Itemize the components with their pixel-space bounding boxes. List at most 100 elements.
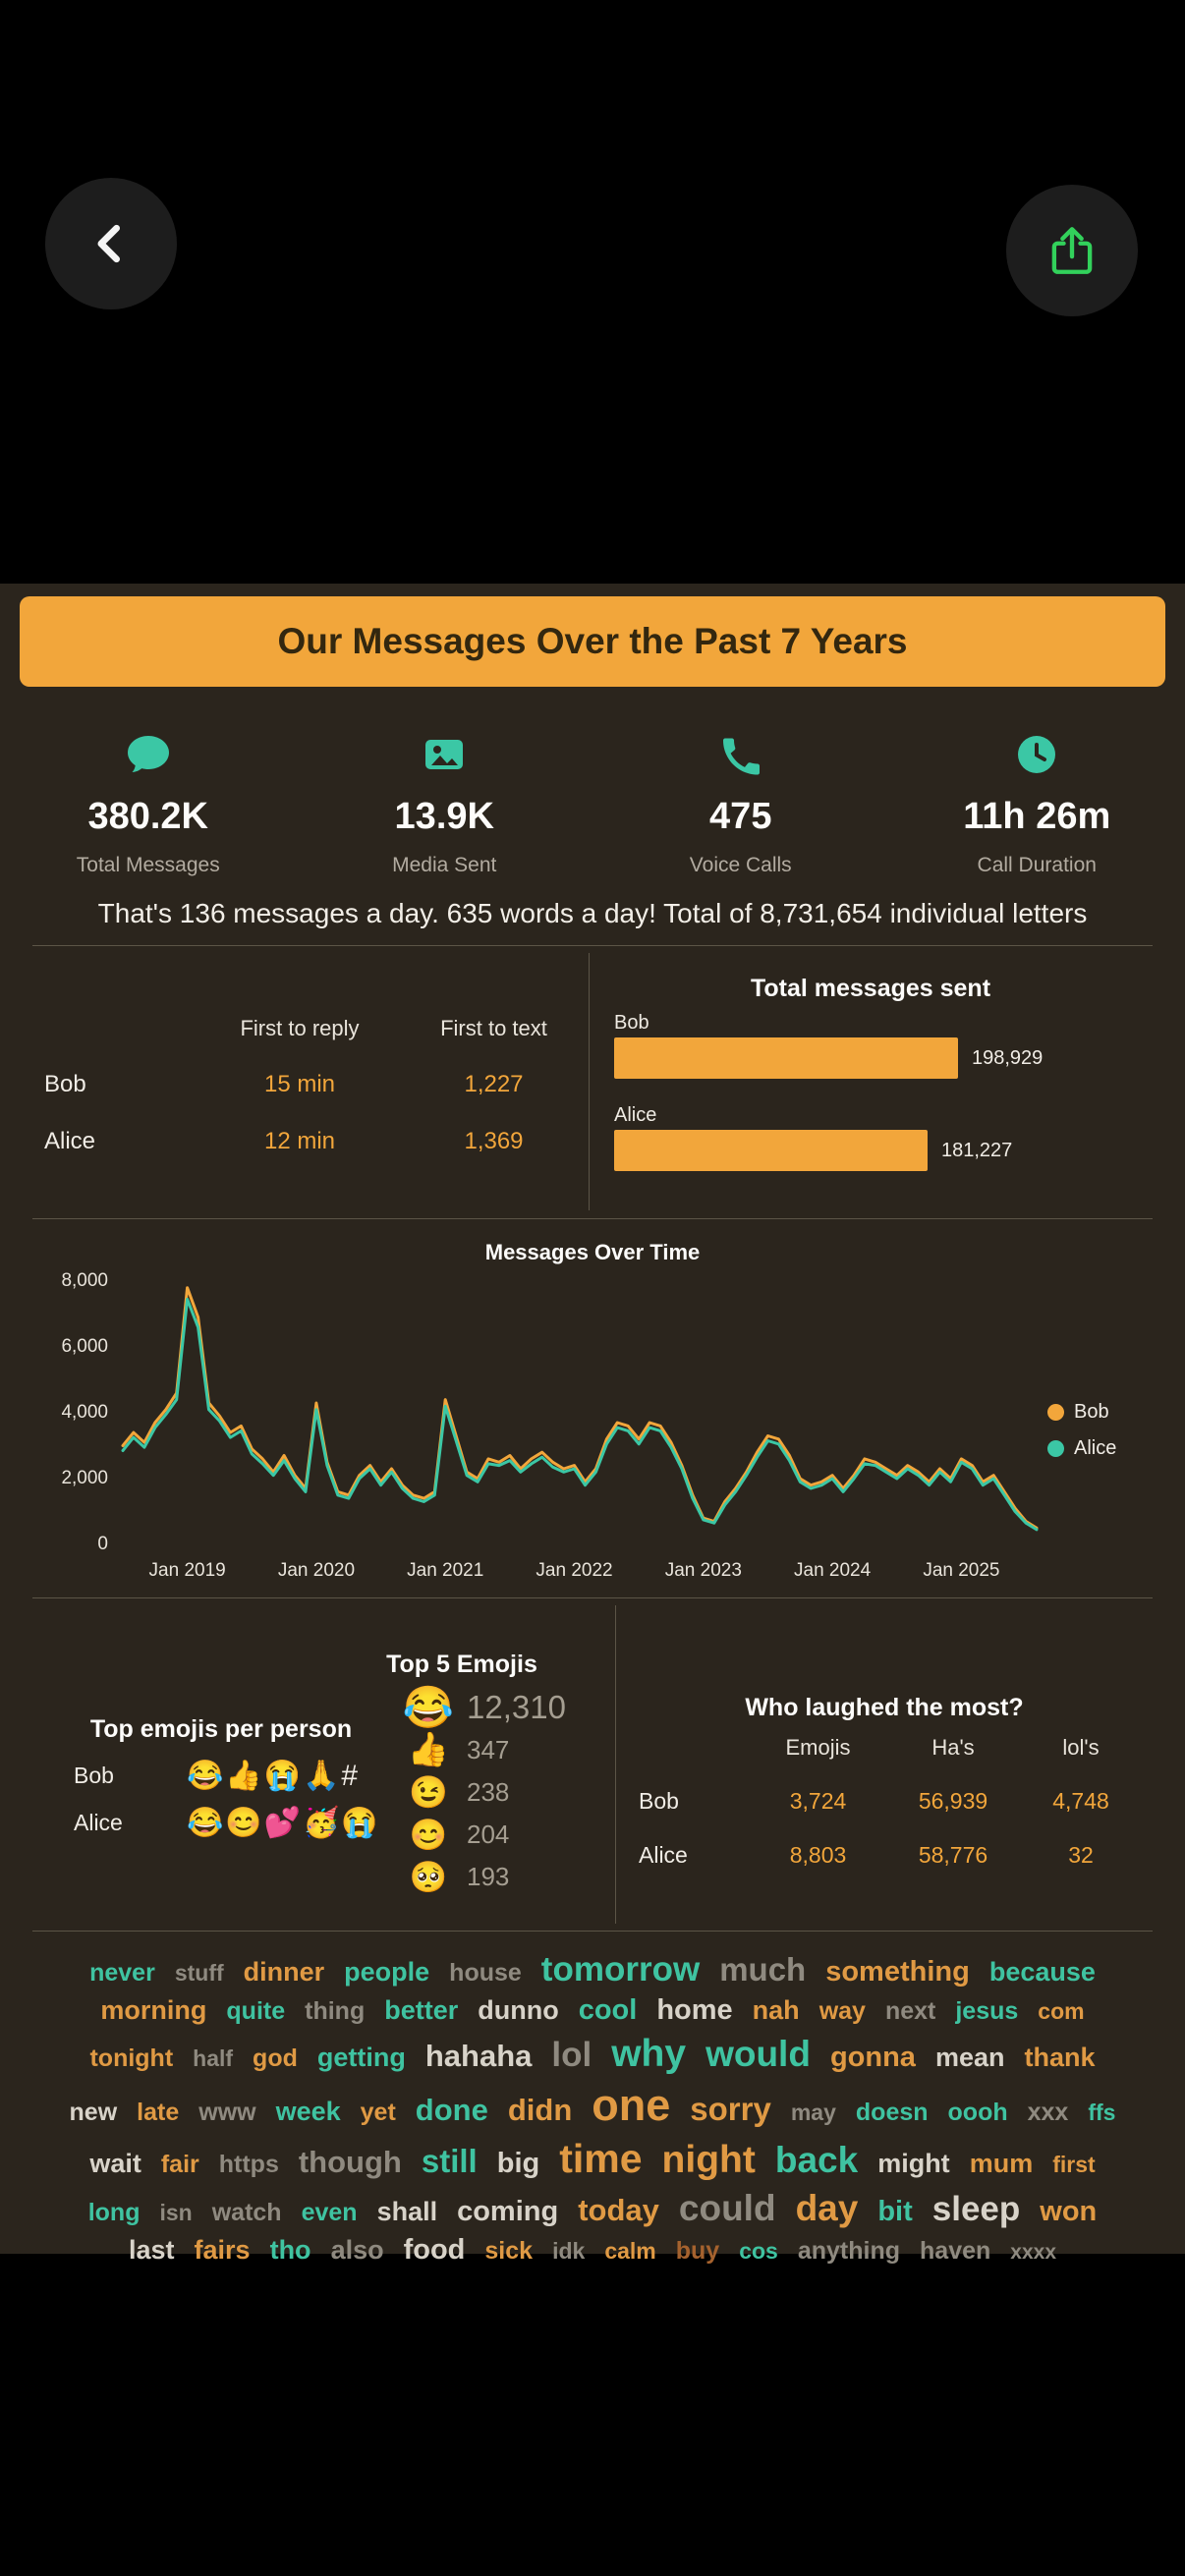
first-to-reply-value: 15 min (263, 1071, 336, 1097)
cloud-word: ffs (1088, 2100, 1116, 2126)
bar-person-name: Bob (614, 1012, 649, 1034)
cloud-word: coming (457, 2195, 559, 2227)
emoji-count: 347 (467, 1734, 510, 1764)
cloud-word: better (384, 1995, 459, 2026)
person-name: Bob (639, 1788, 679, 1814)
cloud-word: morning (100, 1995, 207, 2026)
cloud-word: cool (578, 1994, 638, 2027)
top5-emojis-title: Top 5 Emojis (386, 1651, 537, 1678)
cloud-word: idk (552, 2238, 586, 2265)
x-tick-label: Jan 2019 (148, 1560, 226, 1581)
messages-over-time-chart (121, 1286, 1039, 1532)
emoji-count: 12,310 (467, 1689, 566, 1725)
first-to-text-value: 1,369 (464, 1128, 524, 1154)
series-line-alice (121, 1297, 1039, 1532)
per-person-emojis-title: Top emojis per person (89, 1715, 353, 1743)
cloud-word: time (559, 2135, 643, 2181)
column-header: Emojis (785, 1735, 851, 1760)
emoji: 🥺 (409, 1859, 448, 1894)
cloud-word: one (592, 2080, 671, 2131)
bar-person-name: Alice (614, 1104, 657, 1126)
cloud-word: mean (934, 2042, 1005, 2072)
cloud-word: fairs (194, 2235, 251, 2266)
cloud-word: even (301, 2198, 358, 2226)
report-title: Our Messages Over the Past 7 Years (277, 621, 908, 661)
bar-row: 181,227 (614, 1130, 1012, 1171)
cloud-word: way (818, 1997, 866, 2026)
x-tick-label: Jan 2025 (923, 1560, 1000, 1581)
share-icon (1051, 227, 1093, 274)
cloud-word: today (578, 2192, 659, 2227)
cloud-word: food (403, 2234, 466, 2267)
stat-media-sent: 13.9K Media Sent (297, 731, 593, 877)
total-sent-bar (614, 1037, 958, 1079)
back-button[interactable] (45, 178, 177, 309)
top5-row: 👍 347 (398, 1730, 566, 1769)
stat-value: 380.2K (87, 796, 209, 837)
cloud-word: oooh (947, 2099, 1008, 2127)
person-name: Alice (44, 1128, 96, 1154)
cloud-word: lol (551, 2035, 592, 2074)
cloud-word: could (678, 2187, 776, 2228)
x-tick-label: Jan 2024 (794, 1560, 872, 1581)
x-tick-label: Jan 2021 (407, 1560, 484, 1581)
cloud-word: much (719, 1951, 807, 1988)
emoji: 😂 (402, 1683, 455, 1730)
cloud-word: day (795, 2187, 859, 2228)
laughed-title: Who laughed the most? (745, 1694, 1024, 1721)
cloud-word: dunno (478, 1995, 559, 2026)
emojis-count: 8,803 (789, 1842, 847, 1868)
cloud-word: jesus (955, 1997, 1019, 2026)
stat-value: 11h 26m (963, 796, 1111, 837)
share-button[interactable] (1006, 185, 1138, 316)
x-tick-label: Jan 2020 (277, 1560, 356, 1581)
cloud-word: god (253, 2044, 298, 2072)
emoji-list: 😂😊💕🥳😭 (187, 1807, 380, 1839)
top5-row: 😉 238 (398, 1772, 566, 1812)
person-name: Bob (74, 1763, 114, 1788)
divider (32, 1931, 1153, 1932)
reply-table: First to reply First to text Bob 15 min … (44, 1016, 580, 1155)
stats-row: 380.2K Total Messages 13.9K Media Sent 4… (0, 731, 1185, 877)
column-header: Ha's (931, 1735, 975, 1760)
total-sent-title: Total messages sent (750, 975, 991, 1002)
emoji: 😊 (409, 1817, 448, 1852)
cloud-word: something (825, 1956, 970, 1988)
cloud-word: first (1052, 2151, 1096, 2177)
column-header: First to text (440, 1016, 547, 1040)
cloud-word: mum (969, 2148, 1034, 2178)
cloud-word: nah (752, 1995, 800, 2026)
divider (589, 953, 590, 1210)
cloud-word: still (421, 2142, 478, 2179)
clock-icon (1018, 736, 1056, 773)
legend-dot-icon (1047, 1404, 1064, 1421)
y-tick-label: 4,000 (61, 1402, 108, 1423)
cloud-word: thank (1024, 2042, 1096, 2072)
divider (32, 1218, 1153, 1219)
emoji-count: 204 (467, 1819, 510, 1849)
y-tick-label: 8,000 (61, 1270, 108, 1291)
cloud-word: sleep (931, 2189, 1021, 2228)
legend-label: Alice (1074, 1437, 1117, 1459)
divider (32, 1597, 1153, 1598)
cloud-word: home (656, 1994, 733, 2027)
emoji-count: 238 (467, 1776, 510, 1807)
media-icon (425, 740, 464, 769)
stat-value: 13.9K (394, 796, 494, 837)
person-name: Alice (639, 1842, 688, 1868)
stat-label: Voice Calls (689, 854, 792, 876)
first-to-reply-value: 12 min (263, 1128, 336, 1154)
cloud-word: tomorrow (540, 1950, 701, 1988)
divider (32, 945, 1153, 946)
cloud-word: buy (675, 2237, 720, 2266)
stat-call-duration: 11h 26m Call Duration (889, 731, 1185, 877)
lols-count: 4,748 (1052, 1788, 1109, 1814)
person-name: Bob (44, 1071, 86, 1097)
person-name: Alice (74, 1810, 123, 1835)
cloud-word: night (661, 2138, 756, 2181)
cloud-word: com (1038, 1998, 1085, 2025)
cloud-word: hahaha (424, 2038, 533, 2073)
cloud-word: would (705, 2033, 811, 2074)
cloud-word: new (69, 2099, 118, 2127)
x-tick-label: Jan 2023 (664, 1560, 742, 1581)
